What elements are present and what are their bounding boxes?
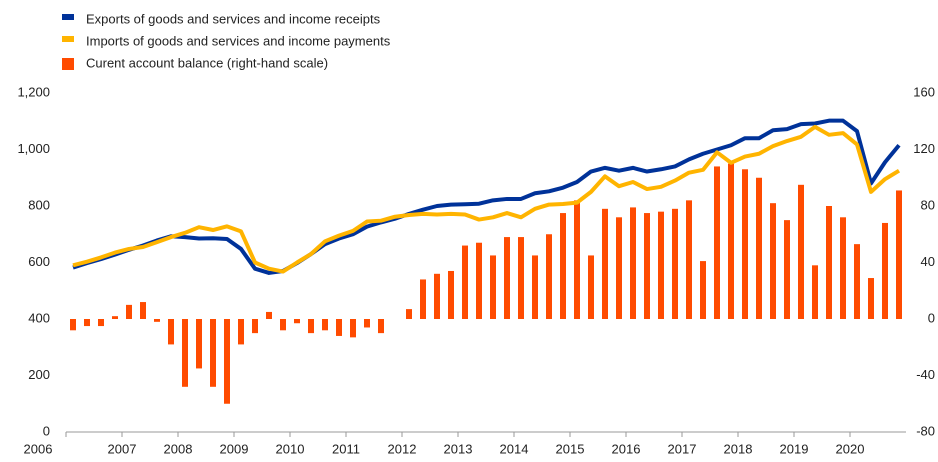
bar xyxy=(518,237,524,319)
bar xyxy=(658,211,664,319)
y2-tick-label: 0 xyxy=(928,310,935,325)
y-tick-label: 0 xyxy=(43,423,50,438)
bar xyxy=(882,222,888,319)
legend-swatch xyxy=(62,36,74,42)
y2-tick-label: 40 xyxy=(921,254,935,269)
x-tick-label: 2007 xyxy=(108,441,137,456)
bar xyxy=(644,213,650,319)
bar xyxy=(476,242,482,319)
bar xyxy=(896,190,902,319)
bar xyxy=(280,319,286,331)
bar xyxy=(266,311,272,319)
bar xyxy=(532,255,538,319)
bar xyxy=(700,261,706,319)
x-tick-label: 2010 xyxy=(276,441,305,456)
y-tick-label: 1,000 xyxy=(17,141,50,156)
legend-label: Imports of goods and services and income… xyxy=(86,33,391,48)
bar xyxy=(196,319,202,369)
y2-tick-label: 80 xyxy=(921,197,935,212)
x-tick-label: 2013 xyxy=(444,441,473,456)
y-tick-label: 800 xyxy=(28,197,50,212)
bar xyxy=(140,302,146,319)
x-tick-label: 2019 xyxy=(780,441,809,456)
bar xyxy=(322,319,328,331)
bar xyxy=(840,217,846,319)
legend-swatch xyxy=(62,58,74,70)
bar xyxy=(602,208,608,319)
bar xyxy=(756,177,762,319)
bar xyxy=(168,319,174,345)
x-tick-label: 2012 xyxy=(388,441,417,456)
bar xyxy=(672,208,678,319)
bar xyxy=(336,319,342,336)
bar xyxy=(798,184,804,319)
legend-label: Exports of goods and services and income… xyxy=(86,11,381,26)
bar xyxy=(588,255,594,319)
line xyxy=(72,118,901,275)
bar xyxy=(84,319,90,327)
bar xyxy=(490,255,496,319)
bar xyxy=(154,319,160,322)
bar xyxy=(686,200,692,319)
bar xyxy=(294,319,300,324)
y2-tick-label: -40 xyxy=(916,367,935,382)
bar xyxy=(224,319,230,404)
x-tick-label: 2016 xyxy=(612,441,641,456)
bar xyxy=(70,319,76,331)
bar xyxy=(854,244,860,319)
bar xyxy=(462,245,468,319)
x-tick-label: 2009 xyxy=(220,441,249,456)
bar xyxy=(826,206,832,319)
y-tick-label: 1,200 xyxy=(17,84,50,99)
bar xyxy=(616,217,622,319)
bar xyxy=(728,163,734,319)
bar xyxy=(364,319,370,328)
x-tick-label: 2014 xyxy=(500,441,529,456)
bar xyxy=(448,270,454,319)
bar xyxy=(98,319,104,327)
bar xyxy=(308,319,314,334)
bar xyxy=(350,319,356,338)
legend-swatch xyxy=(62,14,74,20)
bar xyxy=(504,237,510,319)
x-tick-label: 2018 xyxy=(724,441,753,456)
bar xyxy=(812,265,818,319)
bar xyxy=(546,234,552,319)
bar xyxy=(434,273,440,319)
x-tick-label: 2011 xyxy=(332,441,360,456)
bar xyxy=(784,220,790,319)
y-tick-label: 400 xyxy=(28,310,50,325)
y2-tick-label: -80 xyxy=(916,423,935,438)
line xyxy=(72,124,901,274)
bar xyxy=(742,169,748,319)
y2-tick-label: 120 xyxy=(913,141,935,156)
bar xyxy=(378,319,384,334)
bar xyxy=(112,316,118,319)
bar xyxy=(868,278,874,319)
bar xyxy=(630,207,636,319)
bar xyxy=(252,319,258,334)
bar xyxy=(714,166,720,319)
bar xyxy=(420,279,426,319)
bar xyxy=(210,319,216,387)
y-tick-label: 200 xyxy=(28,367,50,382)
bar xyxy=(238,319,244,345)
bar xyxy=(770,203,776,319)
x-tick-label: 2006 xyxy=(24,441,53,456)
bar xyxy=(182,319,188,387)
x-tick-label: 2017 xyxy=(668,441,697,456)
bar xyxy=(126,304,132,319)
bar xyxy=(574,200,580,319)
bar xyxy=(406,309,412,319)
bar xyxy=(560,213,566,319)
x-tick-label: 2015 xyxy=(556,441,585,456)
legend-label: Curent account balance (right-hand scale… xyxy=(86,55,328,70)
y-tick-label: 600 xyxy=(28,254,50,269)
x-tick-label: 2008 xyxy=(164,441,193,456)
x-tick-label: 2020 xyxy=(836,441,865,456)
y2-tick-label: 160 xyxy=(913,84,935,99)
